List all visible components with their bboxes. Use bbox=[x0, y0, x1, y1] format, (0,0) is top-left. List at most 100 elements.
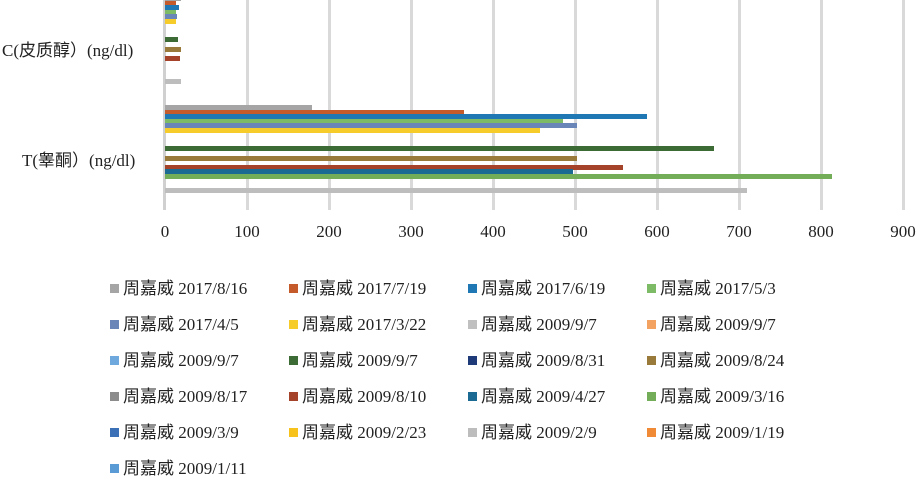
gridline bbox=[820, 0, 823, 210]
legend-label: 周嘉威 2009/4/27 bbox=[481, 386, 606, 406]
bar bbox=[165, 37, 179, 43]
legend-label: 周嘉威 2017/6/19 bbox=[481, 278, 606, 298]
legend-swatch-icon bbox=[468, 355, 477, 365]
legend-label: 周嘉威 2017/8/16 bbox=[123, 278, 248, 298]
gridline bbox=[574, 0, 577, 210]
legend-label: 周嘉威 2009/8/10 bbox=[302, 386, 427, 406]
legend-swatch-icon bbox=[289, 283, 298, 293]
legend-label: 周嘉威 2009/2/9 bbox=[481, 422, 597, 442]
bar bbox=[165, 187, 748, 193]
x-tick-label: 700 bbox=[726, 222, 752, 241]
legend-label: 周嘉威 2017/7/19 bbox=[302, 278, 427, 298]
gridline bbox=[738, 0, 741, 210]
legend-item[interactable]: 周嘉威 2009/8/24 bbox=[647, 346, 826, 371]
bar bbox=[165, 9, 177, 15]
legend-label: 周嘉威 2009/9/7 bbox=[123, 350, 239, 370]
legend-swatch-icon bbox=[110, 427, 119, 437]
gridline bbox=[328, 0, 331, 210]
legend-row: 周嘉威 2009/9/7 周嘉威 2009/9/7 周嘉威 2009/8/31 周嘉威… bbox=[110, 340, 910, 376]
bar bbox=[165, 155, 577, 161]
legend-item[interactable]: 周嘉威 2009/1/19 bbox=[647, 418, 826, 443]
x-tick-label: 300 bbox=[398, 222, 424, 241]
legend-item[interactable]: 周嘉威 2009/2/9 bbox=[468, 418, 647, 443]
legend-label: 周嘉威 2009/3/9 bbox=[123, 422, 239, 442]
legend-item[interactable]: 周嘉威 2009/8/10 bbox=[289, 382, 468, 407]
legend-swatch-icon bbox=[289, 427, 298, 437]
legend-label: 周嘉威 2009/3/16 bbox=[660, 386, 785, 406]
legend-label: 周嘉威 2009/9/7 bbox=[481, 314, 597, 334]
bar bbox=[165, 55, 180, 61]
legend-swatch-icon bbox=[647, 355, 656, 365]
bar-chart-plot-area: C(皮质醇）(ng/dl) T(睾酮）(ng/dl) 0 100 200 300 400… bbox=[2, 0, 916, 241]
legend-swatch-icon bbox=[289, 355, 298, 365]
legend-item[interactable]: 周嘉威 2009/8/17 bbox=[110, 382, 289, 407]
x-tick-label: 0 bbox=[160, 222, 170, 241]
legend-item[interactable]: 周嘉威 2017/8/16 bbox=[110, 274, 289, 299]
gridline bbox=[492, 0, 495, 210]
bar bbox=[165, 118, 563, 124]
legend-swatch-icon bbox=[289, 391, 298, 401]
legend-swatch-icon bbox=[468, 319, 477, 329]
legend-item[interactable]: 周嘉威 2017/7/19 bbox=[289, 274, 468, 299]
bar bbox=[165, 128, 540, 133]
legend-swatch-icon bbox=[110, 463, 119, 473]
x-tick-label: 200 bbox=[316, 222, 342, 241]
legend-label: 周嘉威 2009/2/23 bbox=[302, 422, 427, 442]
legend-swatch-icon bbox=[289, 319, 298, 329]
legend-item[interactable]: 周嘉威 2009/3/9 bbox=[110, 418, 289, 443]
legend-label: 周嘉威 2009/9/7 bbox=[302, 350, 418, 370]
legend-item[interactable]: 周嘉威 2009/9/7 bbox=[110, 346, 289, 371]
legend-item[interactable]: 周嘉威 2009/9/7 bbox=[468, 310, 647, 335]
legend-row: 周嘉威 2017/8/16 周嘉威 2017/7/19 周嘉威 2017/6/19 周… bbox=[110, 268, 910, 304]
legend-label: 周嘉威 2017/5/3 bbox=[660, 278, 776, 298]
bar bbox=[165, 5, 179, 11]
bar bbox=[165, 169, 574, 175]
legend-item[interactable]: 周嘉威 2009/4/27 bbox=[468, 382, 647, 407]
bar bbox=[165, 14, 178, 20]
bar bbox=[165, 78, 182, 84]
legend-item[interactable]: 周嘉威 2009/2/23 bbox=[289, 418, 468, 443]
legend-label: 周嘉威 2009/8/17 bbox=[123, 386, 248, 406]
legend-swatch-icon bbox=[110, 355, 119, 365]
bar bbox=[165, 0, 176, 6]
legend-row: 周嘉威 2017/4/5 周嘉威 2017/3/22 周嘉威 2009/9/7 周嘉威… bbox=[110, 304, 910, 340]
x-tick-label: 400 bbox=[480, 222, 506, 241]
chart-legend: 周嘉威 2017/8/16 周嘉威 2017/7/19 周嘉威 2017/6/19 周… bbox=[110, 268, 910, 484]
legend-swatch-icon bbox=[647, 427, 656, 437]
legend-item[interactable]: 周嘉威 2017/4/5 bbox=[110, 310, 289, 335]
x-tick-label: 600 bbox=[644, 222, 670, 241]
legend-swatch-icon bbox=[110, 391, 119, 401]
legend-label: 周嘉威 2009/1/19 bbox=[660, 422, 785, 442]
legend-item[interactable]: 周嘉威 2017/5/3 bbox=[647, 274, 826, 299]
bar bbox=[165, 105, 312, 110]
x-tick-label: 500 bbox=[562, 222, 588, 241]
legend-item[interactable]: 周嘉威 2009/9/7 bbox=[289, 346, 468, 371]
legend-swatch-icon bbox=[468, 283, 477, 293]
x-tick-label: 100 bbox=[234, 222, 260, 241]
bar bbox=[165, 19, 176, 24]
legend-swatch-icon bbox=[647, 391, 656, 401]
bar bbox=[165, 123, 577, 129]
gridline bbox=[410, 0, 413, 210]
legend-swatch-icon bbox=[468, 391, 477, 401]
legend-label: 周嘉威 2017/3/22 bbox=[302, 314, 427, 334]
legend-label: 周嘉威 2009/9/7 bbox=[660, 314, 776, 334]
legend-item[interactable]: 周嘉威 2017/6/19 bbox=[468, 274, 647, 299]
legend-item[interactable]: 周嘉威 2009/9/7 bbox=[647, 310, 826, 335]
category-label-cortisol: C(皮质醇）(ng/dl) bbox=[2, 41, 134, 60]
legend-item[interactable]: 周嘉威 2009/3/16 bbox=[647, 382, 826, 407]
x-tick-label: 800 bbox=[808, 222, 834, 241]
legend-label: 周嘉威 2009/1/11 bbox=[123, 458, 247, 478]
legend-swatch-icon bbox=[468, 427, 477, 437]
legend-swatch-icon bbox=[647, 319, 656, 329]
legend-item[interactable]: 周嘉威 2009/8/31 bbox=[468, 346, 647, 371]
bar bbox=[165, 114, 648, 120]
legend-row: 周嘉威 2009/3/9 周嘉威 2009/2/23 周嘉威 2009/2/9 周嘉威… bbox=[110, 412, 910, 448]
legend-swatch-icon bbox=[110, 319, 119, 329]
legend-row: 周嘉威 2009/8/17 周嘉威 2009/8/10 周嘉威 2009/4/27 周… bbox=[110, 376, 910, 412]
bar bbox=[165, 109, 465, 115]
legend-item[interactable]: 周嘉威 2017/3/22 bbox=[289, 310, 468, 335]
legend-swatch-icon bbox=[110, 283, 119, 293]
legend-item[interactable]: 周嘉威 2009/1/11 bbox=[110, 454, 289, 479]
y-axis-line bbox=[163, 0, 166, 210]
